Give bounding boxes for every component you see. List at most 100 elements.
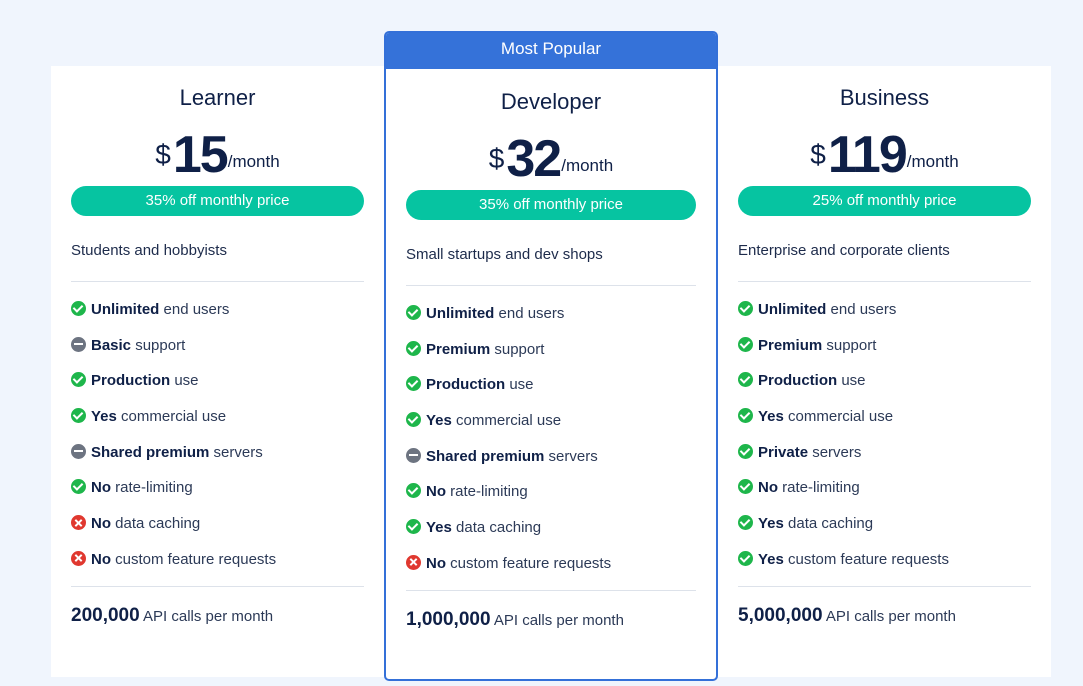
most-popular-banner: Most Popular	[386, 33, 716, 69]
check-icon	[738, 479, 753, 495]
plan-card-developer: Most Popular Developer $32/month 35% off…	[384, 31, 718, 681]
feature-label: use	[170, 372, 199, 390]
feature-item: No rate-limiting	[738, 474, 1031, 510]
check-icon	[406, 340, 421, 356]
feature-value: No	[91, 550, 111, 568]
plan-name: Developer	[500, 89, 602, 114]
feature-item: No custom feature requests	[71, 546, 364, 582]
cross-icon	[71, 515, 86, 531]
feature-label: custom feature requests	[783, 550, 949, 568]
api-calls-count: 200,000	[71, 604, 140, 626]
price-amount: 15	[172, 126, 229, 184]
divider	[71, 585, 364, 587]
plan-name: Business	[839, 85, 930, 110]
check-icon	[406, 519, 421, 535]
feature-item: No rate-limiting	[406, 478, 696, 514]
api-calls: 5,000,000 API calls per month	[738, 605, 1031, 627]
api-calls: 200,000 API calls per month	[71, 605, 364, 627]
price-currency: $	[810, 139, 826, 170]
feature-value: Unlimited	[758, 301, 827, 318]
plan-audience: Small startups and dev shops	[406, 246, 603, 263]
feature-value: Shared premium	[91, 443, 210, 461]
divider	[71, 281, 364, 282]
feature-value: No	[91, 515, 111, 533]
feature-label: commercial use	[116, 408, 227, 426]
feature-value: Premium	[426, 340, 491, 358]
check-icon	[738, 443, 753, 459]
feature-value: Premium	[758, 336, 823, 354]
feature-item: No data caching	[71, 510, 364, 546]
check-icon	[738, 515, 753, 531]
feature-value: Yes	[91, 408, 117, 426]
check-icon	[738, 372, 753, 388]
feature-item: Shared premium servers	[71, 439, 364, 475]
divider	[406, 285, 696, 286]
api-calls-label: API calls per month	[139, 607, 274, 625]
check-icon	[71, 408, 86, 424]
price-period: /month	[906, 152, 959, 171]
feature-item: Yes commercial use	[406, 407, 696, 443]
feature-label: data caching	[111, 515, 201, 533]
discount-badge: 35% off monthly price	[406, 190, 696, 220]
feature-item: No custom feature requests	[406, 550, 696, 586]
feature-item: Unlimited end users	[71, 296, 364, 332]
price-period: /month	[227, 152, 280, 171]
plan-price: $119/month	[738, 126, 1031, 184]
check-icon	[71, 479, 86, 495]
divider	[406, 589, 696, 591]
feature-item: Unlimited end users	[738, 296, 1031, 332]
plan-audience: Students and hobbyists	[71, 242, 227, 259]
check-icon	[738, 550, 753, 566]
feature-value: No	[426, 554, 446, 572]
feature-list: Unlimited end users Premium support Produc…	[406, 300, 696, 586]
feature-item: Premium support	[738, 332, 1031, 368]
plan-audience: Enterprise and corporate clients	[738, 242, 950, 259]
feature-value: Yes	[758, 550, 784, 568]
feature-item: Production use	[406, 371, 696, 407]
feature-item: Yes commercial use	[738, 403, 1031, 439]
feature-label: rate-limiting	[778, 479, 860, 497]
feature-label: rate-limiting	[111, 479, 193, 497]
minus-icon	[406, 447, 421, 463]
feature-list: Unlimited end users Premium support Produc…	[738, 296, 1031, 582]
cross-icon	[71, 550, 86, 566]
api-calls-label: API calls per month	[822, 607, 956, 625]
check-icon	[738, 408, 753, 424]
plan-card-business: Business $119/month 25% off monthly pric…	[718, 66, 1051, 677]
feature-value: Shared premium	[426, 447, 545, 465]
feature-list: Unlimited end users Basic support Producti…	[71, 296, 364, 582]
check-icon	[738, 301, 753, 316]
api-calls-label: API calls per month	[490, 611, 624, 629]
feature-item: Private servers	[738, 439, 1031, 475]
minus-icon	[71, 443, 86, 459]
price-amount: 119	[827, 126, 908, 184]
feature-label: data caching	[451, 519, 542, 537]
check-icon	[406, 412, 421, 428]
price-currency: $	[155, 139, 171, 170]
feature-label: support	[822, 336, 877, 354]
feature-item: Yes commercial use	[71, 403, 364, 439]
feature-value: Unlimited	[91, 301, 160, 318]
feature-value: Production	[426, 376, 506, 394]
price-currency: $	[488, 143, 505, 174]
api-calls-count: 1,000,000	[406, 608, 491, 630]
feature-item: Unlimited end users	[406, 300, 696, 336]
feature-label: end users	[159, 301, 230, 318]
minus-icon	[71, 336, 86, 352]
check-icon	[71, 301, 86, 316]
feature-value: No	[426, 483, 446, 501]
feature-label: support	[490, 340, 545, 358]
feature-value: Yes	[426, 519, 452, 537]
feature-label: support	[131, 336, 186, 354]
feature-item: Production use	[71, 367, 364, 403]
plan-card-body: Learner $15/month 35% off monthly price …	[71, 66, 364, 627]
discount-badge: 35% off monthly price	[71, 186, 364, 216]
feature-label: commercial use	[451, 412, 562, 430]
feature-value: Yes	[758, 408, 784, 426]
divider	[738, 281, 1031, 282]
feature-item: Yes data caching	[738, 510, 1031, 546]
feature-label: servers	[209, 443, 263, 461]
plan-card-body: Developer $32/month 35% off monthly pric…	[406, 70, 696, 631]
feature-label: rate-limiting	[446, 483, 528, 501]
